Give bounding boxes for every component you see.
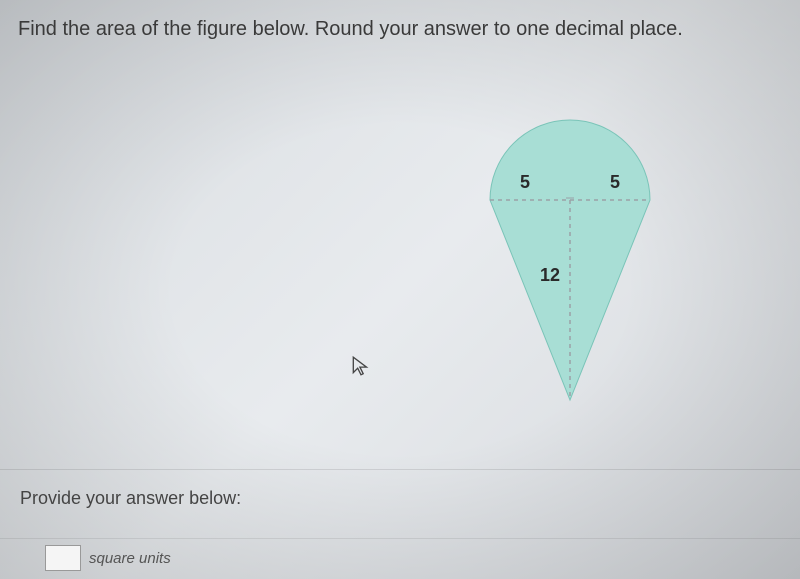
answer-section: Provide your answer below: <box>0 469 800 509</box>
question-text: Find the area of the figure below. Round… <box>18 18 683 41</box>
answer-row: square units <box>45 545 171 571</box>
geometry-figure: 5 5 12 <box>440 110 700 420</box>
label-right-radius: 5 <box>610 172 620 193</box>
answer-input[interactable] <box>45 545 81 571</box>
divider-line <box>0 538 800 539</box>
label-height: 12 <box>540 265 560 286</box>
cursor-icon <box>350 355 372 377</box>
answer-units: square units <box>89 550 171 567</box>
label-left-radius: 5 <box>520 172 530 193</box>
answer-prompt: Provide your answer below: <box>20 488 780 509</box>
